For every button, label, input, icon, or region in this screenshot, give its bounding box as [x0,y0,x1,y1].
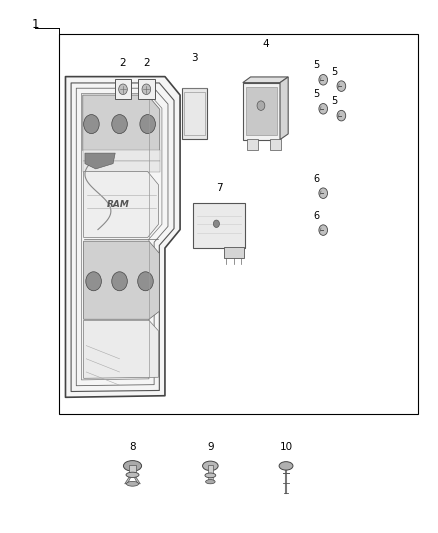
Bar [182,88,207,139]
Polygon shape [134,477,140,484]
Bar [193,203,245,248]
Circle shape [337,110,346,121]
Circle shape [337,81,346,91]
Circle shape [319,75,328,85]
Bar [130,465,135,475]
Text: 2: 2 [143,58,150,68]
Ellipse shape [279,462,293,470]
Circle shape [86,272,101,291]
Circle shape [138,272,153,291]
Circle shape [319,188,328,198]
Polygon shape [84,320,159,378]
Circle shape [140,115,155,134]
Bar [115,79,131,99]
Ellipse shape [124,461,141,471]
Text: 7: 7 [215,183,223,192]
Polygon shape [83,161,160,172]
Bar [270,139,281,150]
Bar [184,92,205,135]
Circle shape [319,103,328,114]
Bar [243,83,280,140]
Circle shape [112,272,127,291]
Circle shape [319,225,328,236]
Text: 9: 9 [207,442,214,452]
Ellipse shape [202,461,218,471]
Text: 3: 3 [191,53,198,63]
Text: 6: 6 [313,174,319,184]
Text: 5: 5 [331,96,338,106]
Text: RAM: RAM [107,200,130,209]
Circle shape [213,220,219,228]
Text: 10: 10 [279,442,293,452]
Circle shape [257,101,265,110]
Circle shape [119,84,127,94]
Circle shape [84,115,99,134]
Text: 2: 2 [120,58,126,68]
Polygon shape [66,77,180,397]
Ellipse shape [205,480,215,484]
Bar [224,247,244,259]
Bar [59,35,418,414]
Text: 5: 5 [331,67,338,77]
Polygon shape [84,241,159,319]
Text: 8: 8 [129,442,136,452]
Bar [208,474,212,482]
Polygon shape [125,477,131,484]
Ellipse shape [205,473,216,478]
Polygon shape [243,77,288,83]
Bar [138,79,155,99]
Polygon shape [85,153,115,169]
Polygon shape [83,95,160,150]
Text: 1: 1 [32,19,39,31]
Bar [246,87,276,135]
Polygon shape [83,150,160,161]
Polygon shape [84,172,159,238]
Text: 5: 5 [313,90,319,99]
Text: 4: 4 [262,39,268,49]
Circle shape [112,115,127,134]
Polygon shape [280,77,288,140]
Bar [247,139,258,150]
Bar [208,465,212,476]
Text: 5: 5 [313,60,319,70]
Ellipse shape [126,472,139,478]
Ellipse shape [127,481,138,486]
Text: 6: 6 [313,211,319,221]
Circle shape [142,84,151,94]
